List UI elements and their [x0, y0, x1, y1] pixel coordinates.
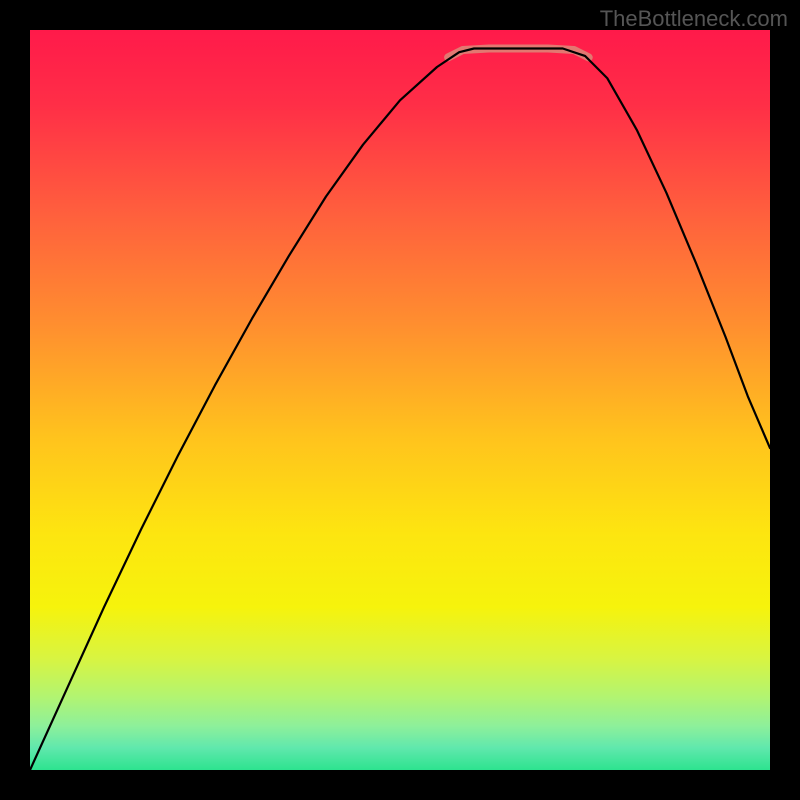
plot-area	[30, 30, 770, 770]
chart-svg	[30, 30, 770, 770]
watermark-text: TheBottleneck.com	[600, 6, 788, 32]
gradient-rect	[30, 30, 770, 770]
